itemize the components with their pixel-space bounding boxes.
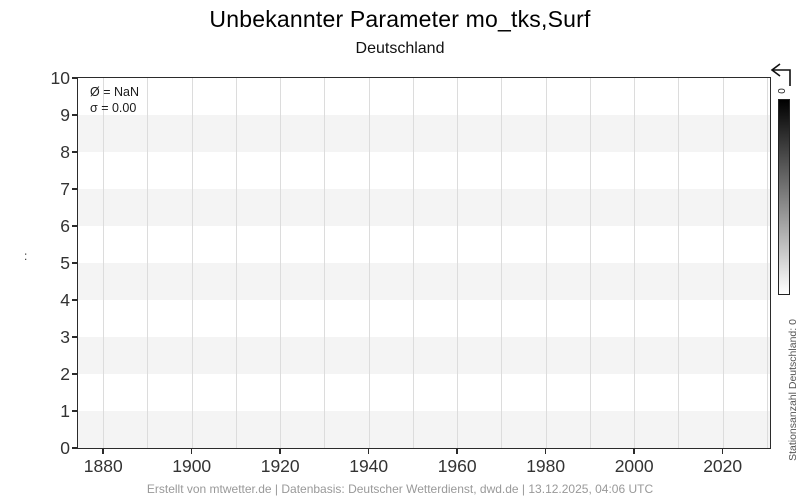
gridline-year-1940 [368,78,370,448]
x-tick-label: 1900 [172,456,212,476]
x-tick-label: 1940 [349,456,389,476]
gridline-year-1950 [412,78,414,448]
gridline-year-2020 [722,78,724,448]
background-band [78,411,770,448]
y-tick-label: 4 [60,290,70,310]
gridline-year-1980 [545,78,547,448]
y-tick-mark [72,151,78,153]
plot-background [78,78,770,448]
x-tick-label: 1880 [83,456,123,476]
gridline-year-1890 [147,78,149,448]
background-band [78,263,770,300]
gridline-year-1880 [103,78,105,448]
x-tick-label: 2000 [614,456,654,476]
y-axis-label: : [24,249,28,263]
y-tick-mark [72,299,78,301]
y-tick-mark [72,410,78,412]
gridline-year-1900 [191,78,193,448]
x-tick-label: 2020 [703,456,743,476]
mean-value: Ø = NaN [90,85,139,99]
gridline-year-1920 [280,78,282,448]
gridline-year-1990 [589,78,591,448]
stats-annotation: Ø = NaN σ = 0.00 [90,84,139,116]
y-tick-label: 9 [60,105,70,125]
std-value: σ = 0.00 [90,101,137,115]
x-tick-mark [279,448,281,454]
gridline-year-1930 [324,78,326,448]
y-tick-label: 1 [60,401,70,421]
background-band [78,115,770,152]
x-tick-label: 1920 [260,456,300,476]
x-tick-mark [102,448,104,454]
y-tick-mark [72,447,78,449]
footer-credit: Erstellt von mtwetter.de | Datenbasis: D… [146,482,654,496]
chart-subtitle: Deutschland [355,40,445,57]
y-tick-mark [72,188,78,190]
y-tick-label: 8 [60,142,70,162]
y-tick-mark [72,77,78,79]
gridline-year-1970 [501,78,503,448]
y-tick-mark [72,373,78,375]
x-tick-mark [456,448,458,454]
x-tick-label: 1980 [526,456,566,476]
background-band [78,337,770,374]
gridline-year-1910 [235,78,237,448]
y-tick-label: 6 [60,216,70,236]
y-tick-label: 3 [60,327,70,347]
plot-area [77,77,771,449]
gridline-year-2010 [678,78,680,448]
x-tick-mark [633,448,635,454]
x-tick-mark [721,448,724,454]
y-tick-label: 5 [60,253,70,273]
y-tick-mark [72,114,78,116]
x-tick-mark [367,448,370,454]
y-tick-mark [72,336,78,338]
y-tick-label: 0 [60,438,70,458]
gridline-year-1960 [457,78,459,448]
x-tick-label: 1960 [437,456,477,476]
y-tick-mark [72,262,78,264]
y-tick-mark [72,225,78,227]
background-band [78,189,770,226]
chart-title: Unbekannter Parameter mo_tks,Surf [209,6,591,32]
x-tick-mark [190,448,193,454]
gridline-year-2000 [634,78,636,448]
y-tick-label: 7 [60,179,70,199]
y-tick-label: 10 [50,68,70,88]
colorbar-axis-label: Stationsanzahl Deutschland: 0 [787,319,799,461]
y-tick-label: 2 [60,364,70,384]
x-tick-mark [544,448,547,454]
colorbar-gradient [778,99,790,295]
gridline-year-2030 [766,78,768,448]
colorbar-arrow-icon [770,63,791,86]
